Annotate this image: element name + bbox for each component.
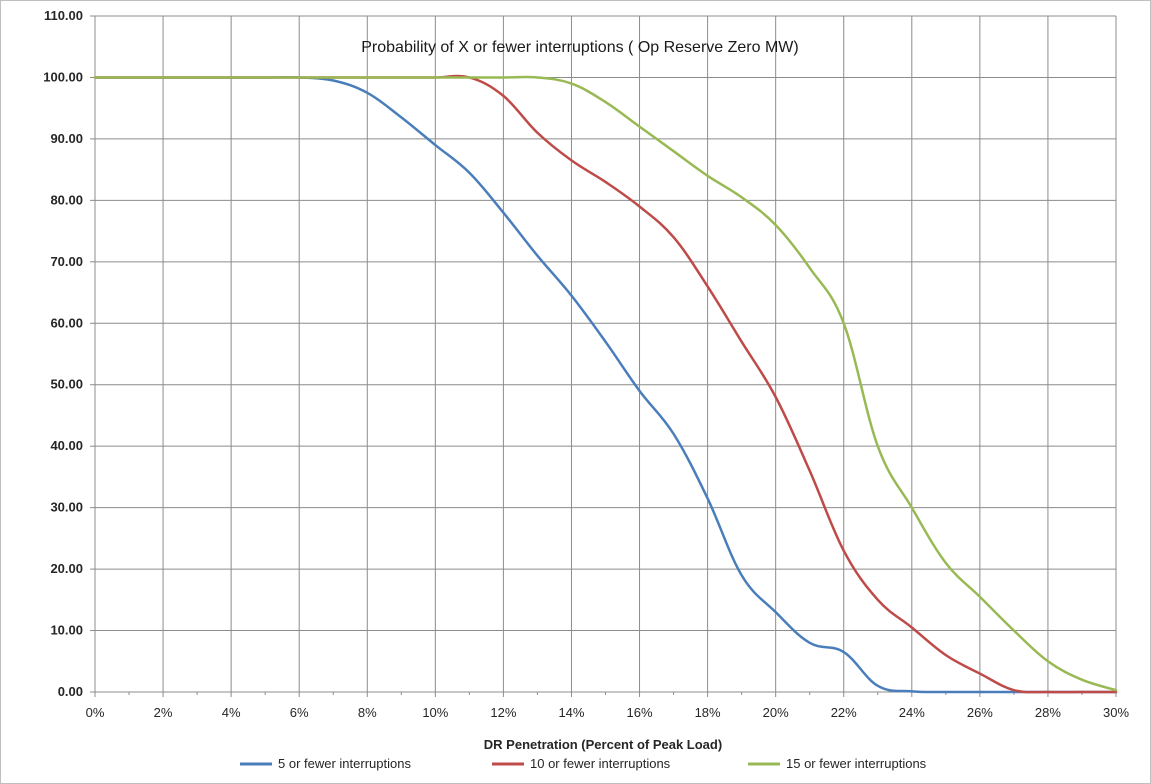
series-line-3 xyxy=(93,75,1118,692)
tick-labels: 0.00 10.00 20.00 30.00 40.00 50.00 60.00 70.00 8… xyxy=(43,8,1129,720)
y-tick-label: 30.00 xyxy=(50,500,83,515)
y-tick-label: 90.00 xyxy=(50,131,83,146)
legend: 5 or fewer interruptions 10 or fewer inte… xyxy=(240,756,927,771)
x-tick-label: 30% xyxy=(1103,705,1129,720)
y-tick-label: 50.00 xyxy=(50,377,83,392)
y-tick-label: 40.00 xyxy=(50,438,83,453)
y-tick-label: 0.00 xyxy=(58,684,83,699)
series-line-2 xyxy=(93,74,1118,694)
x-axis-title: DR Penetration (Percent of Peak Load) xyxy=(484,737,722,752)
x-tick-label: 28% xyxy=(1035,705,1061,720)
x-tick-label: 16% xyxy=(627,705,653,720)
y-tick-label: 10.00 xyxy=(50,623,83,638)
axes xyxy=(90,15,1117,697)
legend-label-3: 15 or fewer interruptions xyxy=(786,756,927,771)
x-tick-label: 22% xyxy=(831,705,857,720)
legend-label-1: 5 or fewer interruptions xyxy=(278,756,411,771)
y-tick-label: 110.00 xyxy=(44,8,83,23)
x-tick-label: 2% xyxy=(154,705,173,720)
x-tick-label: 6% xyxy=(290,705,309,720)
series-lines xyxy=(93,74,1118,694)
x-tick-label: 18% xyxy=(695,705,721,720)
x-tick-label: 26% xyxy=(967,705,993,720)
x-tick-label: 12% xyxy=(490,705,516,720)
y-tick-label: 80.00 xyxy=(50,192,83,207)
x-tick-label: 10% xyxy=(422,705,448,720)
x-tick-label: 8% xyxy=(358,705,377,720)
legend-label-2: 10 or fewer interruptions xyxy=(530,756,671,771)
x-tick-label: 0% xyxy=(86,705,105,720)
x-tick-label: 24% xyxy=(899,705,925,720)
y-tick-label: 100.00 xyxy=(43,69,83,84)
x-tick-label: 20% xyxy=(763,705,789,720)
y-tick-label: 20.00 xyxy=(50,561,83,576)
gridlines xyxy=(94,15,1117,693)
chart-title: Probability of X or fewer interruptions … xyxy=(361,39,798,56)
y-tick-label: 70.00 xyxy=(50,254,83,269)
y-tick-label: 60.00 xyxy=(50,315,83,330)
x-tick-label: 4% xyxy=(222,705,241,720)
x-tick-label: 14% xyxy=(558,705,584,720)
